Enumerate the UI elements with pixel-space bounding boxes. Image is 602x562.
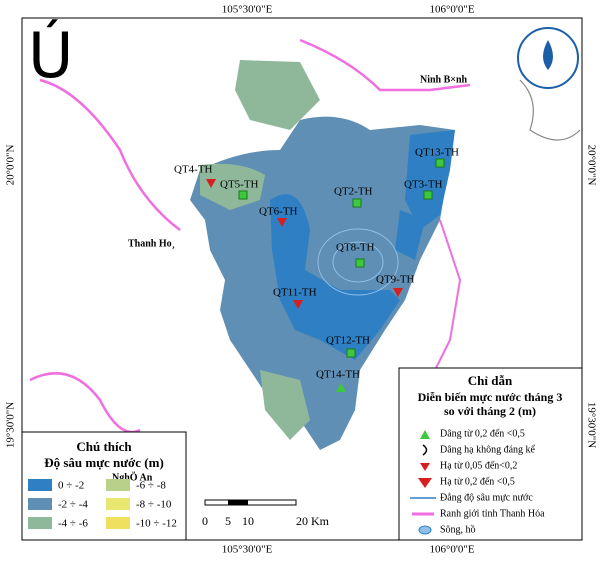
- legend-change-box: [398, 367, 583, 541]
- scale-label: 10: [242, 514, 254, 528]
- province-boundary: [39, 78, 181, 231]
- isoline: [317, 228, 399, 296]
- station-label: QT12-TH: [326, 335, 370, 347]
- legend-icon: [420, 463, 430, 471]
- station-marker: [206, 179, 216, 188]
- legend-icon: [420, 430, 430, 439]
- legend-label: Dâng hạ không đáng kể: [440, 444, 536, 455]
- place-label: Ninh B×nh: [420, 74, 468, 85]
- legend-icon: [418, 525, 432, 535]
- scale-bar: [204, 499, 297, 506]
- north-arrow: Ú: [28, 19, 73, 92]
- legend-label: Ranh giới tỉnh Thanh Hóa: [440, 508, 545, 519]
- logo: [517, 27, 579, 89]
- station-label: QT2-TH: [334, 186, 373, 198]
- station-marker: [355, 258, 365, 268]
- station-label: QT3-TH: [404, 179, 443, 191]
- legend-label: -4 ÷ -6: [58, 518, 88, 530]
- hill-zone: [235, 60, 320, 130]
- place-label: Thanh Ho¸: [128, 238, 175, 249]
- legend-label: Hạ từ 0,2 đến <0,5: [440, 476, 515, 487]
- province-boundary: [299, 38, 471, 92]
- legend-swatch: [28, 479, 52, 491]
- grid-label: 20°0'0"N: [5, 145, 17, 186]
- station-marker: [393, 288, 403, 297]
- legend-label: 0 ÷ -2: [58, 480, 84, 492]
- shallow-zone: [260, 370, 310, 440]
- deep-zone: [395, 210, 425, 260]
- legend-swatch: [106, 479, 130, 491]
- province-boundary: [29, 372, 141, 434]
- legend-label: -8 ÷ -10: [136, 499, 172, 511]
- scale-bar: [228, 500, 248, 505]
- legend-icon: [422, 444, 428, 456]
- scale-label: 5: [225, 514, 231, 528]
- station-label: QT11-TH: [273, 287, 317, 299]
- legend-subtitle: so với tháng 2 (m): [444, 404, 536, 418]
- legend-label: Đẳng độ sâu mực nước: [440, 492, 533, 503]
- coastline: [519, 79, 581, 141]
- legend-swatch: [28, 517, 52, 529]
- station-label: QT13-TH: [415, 147, 459, 159]
- scale-label: 20 Km: [296, 514, 330, 528]
- legend-icon: [418, 478, 432, 488]
- station-marker: [238, 190, 248, 200]
- legend-label: Hạ từ 0,05 đến<0,2: [440, 460, 517, 471]
- grid-label: 19°30'0"N: [5, 402, 17, 448]
- shallow-zone: [200, 163, 265, 210]
- station-label: QT14-TH: [316, 369, 360, 381]
- legend-swatch: [106, 517, 130, 529]
- legend-label: Sông, hồ: [440, 524, 476, 535]
- legend-subtitle: Độ sâu mực nước (m): [44, 455, 164, 470]
- legend-label: Dâng từ 0,2 đến <0,5: [440, 428, 525, 439]
- grid-label: 20°0'0"N: [585, 145, 597, 186]
- station-label: QT4-TH: [174, 164, 213, 176]
- legend-label: -6 ÷ -8: [136, 480, 166, 492]
- grid-label: 105°30'0"E: [222, 544, 273, 556]
- legend-subtitle: Diễn biến mực nước tháng 3: [418, 390, 563, 404]
- station-marker: [277, 218, 287, 227]
- legend-label: -2 ÷ -4: [58, 499, 88, 511]
- scale-label: 0: [202, 514, 208, 528]
- station-marker: [336, 383, 346, 392]
- station-marker: [435, 158, 445, 168]
- isoline: [332, 241, 384, 283]
- station-label: QT5-TH: [220, 179, 259, 191]
- legend-swatch: [28, 498, 52, 510]
- legend-swatch: [106, 498, 130, 510]
- grid-label: 105°30'0"E: [222, 4, 273, 16]
- station-marker: [293, 300, 303, 309]
- grid-label: 106°0'0"E: [429, 4, 474, 16]
- grid-label: 106°0'0"E: [429, 544, 474, 556]
- station-label: QT9-TH: [376, 274, 415, 286]
- legend-title: Chú thích: [76, 439, 132, 454]
- legend-label: -10 ÷ -12: [136, 518, 177, 530]
- legend-title: Chỉ dẫn: [468, 373, 513, 388]
- deep-zone: [270, 194, 400, 360]
- station-marker: [352, 198, 362, 208]
- grid-label: 19°30'0"N: [585, 402, 597, 448]
- station-label: QT8-TH: [336, 242, 375, 254]
- deep-zone: [405, 130, 455, 230]
- station-marker: [346, 348, 356, 358]
- station-marker: [423, 190, 433, 200]
- station-label: QT6-TH: [259, 206, 298, 218]
